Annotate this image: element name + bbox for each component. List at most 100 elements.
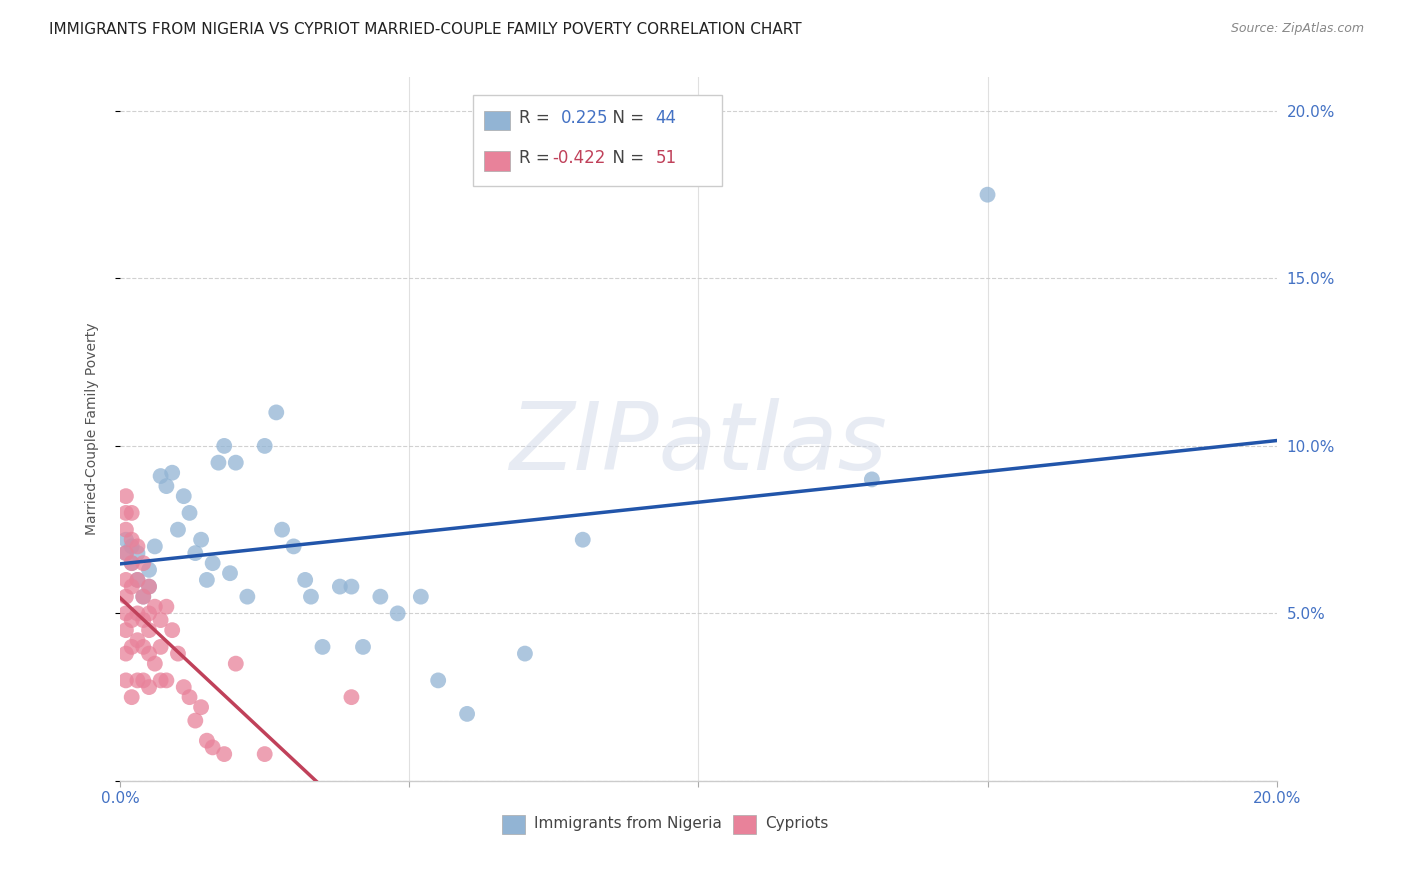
Point bbox=[149, 613, 172, 627]
Point bbox=[173, 489, 195, 503]
Point bbox=[127, 573, 149, 587]
Point bbox=[115, 546, 138, 560]
Point bbox=[149, 469, 172, 483]
Point bbox=[127, 633, 149, 648]
Point bbox=[212, 747, 235, 761]
Point bbox=[149, 640, 172, 654]
Point bbox=[121, 506, 143, 520]
Point bbox=[160, 466, 183, 480]
Point bbox=[138, 680, 160, 694]
Point bbox=[195, 733, 218, 747]
Point bbox=[160, 623, 183, 637]
Text: N =: N = bbox=[602, 149, 650, 168]
Point bbox=[167, 647, 190, 661]
Bar bbox=[485, 152, 510, 171]
Text: ZIPatlas: ZIPatlas bbox=[509, 398, 887, 489]
Point bbox=[138, 580, 160, 594]
Point bbox=[115, 489, 138, 503]
Point bbox=[132, 640, 155, 654]
Point bbox=[127, 540, 149, 554]
Point bbox=[571, 533, 593, 547]
Point bbox=[138, 647, 160, 661]
Point bbox=[121, 690, 143, 705]
Point bbox=[138, 607, 160, 621]
Text: N =: N = bbox=[602, 109, 650, 127]
Point bbox=[264, 405, 287, 419]
Point bbox=[132, 590, 155, 604]
FancyBboxPatch shape bbox=[472, 95, 721, 186]
Point bbox=[121, 533, 143, 547]
Point bbox=[115, 573, 138, 587]
Point bbox=[127, 607, 149, 621]
Point bbox=[121, 580, 143, 594]
Point bbox=[121, 556, 143, 570]
Point bbox=[173, 680, 195, 694]
Point bbox=[456, 706, 478, 721]
Point bbox=[311, 640, 333, 654]
Point bbox=[115, 590, 138, 604]
Point bbox=[138, 580, 160, 594]
Point bbox=[138, 563, 160, 577]
Point bbox=[236, 590, 259, 604]
Y-axis label: Married-Couple Family Poverty: Married-Couple Family Poverty bbox=[86, 323, 100, 535]
Point bbox=[860, 472, 883, 486]
Point bbox=[184, 546, 207, 560]
Point bbox=[212, 439, 235, 453]
Point bbox=[143, 599, 166, 614]
Point bbox=[115, 607, 138, 621]
Point bbox=[201, 740, 224, 755]
Point bbox=[121, 556, 143, 570]
Point bbox=[253, 747, 276, 761]
Point bbox=[253, 439, 276, 453]
Point bbox=[143, 540, 166, 554]
Point bbox=[121, 540, 143, 554]
Point bbox=[387, 607, 409, 621]
Text: -0.422: -0.422 bbox=[553, 149, 606, 168]
Point bbox=[127, 546, 149, 560]
Point bbox=[225, 657, 247, 671]
Point bbox=[513, 647, 536, 661]
Point bbox=[976, 187, 998, 202]
Text: 0.225: 0.225 bbox=[561, 109, 609, 127]
Point bbox=[294, 573, 316, 587]
Point bbox=[155, 673, 177, 688]
Point bbox=[409, 590, 432, 604]
Text: R =: R = bbox=[519, 149, 555, 168]
Point bbox=[115, 533, 138, 547]
Point bbox=[115, 623, 138, 637]
Point bbox=[167, 523, 190, 537]
Point bbox=[179, 690, 201, 705]
Point bbox=[225, 456, 247, 470]
Point bbox=[427, 673, 450, 688]
Point bbox=[299, 590, 322, 604]
Point bbox=[329, 580, 352, 594]
Point bbox=[149, 673, 172, 688]
Point bbox=[184, 714, 207, 728]
Point bbox=[115, 673, 138, 688]
Point bbox=[190, 533, 212, 547]
Point bbox=[132, 613, 155, 627]
Point bbox=[155, 479, 177, 493]
Point bbox=[121, 613, 143, 627]
Text: 51: 51 bbox=[655, 149, 676, 168]
Point bbox=[340, 690, 363, 705]
Bar bbox=[485, 111, 510, 130]
Text: R =: R = bbox=[519, 109, 555, 127]
Point bbox=[155, 599, 177, 614]
Point bbox=[121, 640, 143, 654]
Point bbox=[352, 640, 374, 654]
Point bbox=[115, 546, 138, 560]
Point bbox=[283, 540, 305, 554]
Point bbox=[143, 657, 166, 671]
Point bbox=[190, 700, 212, 714]
Point bbox=[132, 556, 155, 570]
Bar bbox=[502, 815, 524, 834]
Point bbox=[340, 580, 363, 594]
Bar bbox=[733, 815, 756, 834]
Point bbox=[138, 623, 160, 637]
Point bbox=[207, 456, 229, 470]
Text: IMMIGRANTS FROM NIGERIA VS CYPRIOT MARRIED-COUPLE FAMILY POVERTY CORRELATION CHA: IMMIGRANTS FROM NIGERIA VS CYPRIOT MARRI… bbox=[49, 22, 801, 37]
Text: Source: ZipAtlas.com: Source: ZipAtlas.com bbox=[1230, 22, 1364, 36]
Point bbox=[127, 573, 149, 587]
Text: Immigrants from Nigeria: Immigrants from Nigeria bbox=[534, 815, 723, 830]
